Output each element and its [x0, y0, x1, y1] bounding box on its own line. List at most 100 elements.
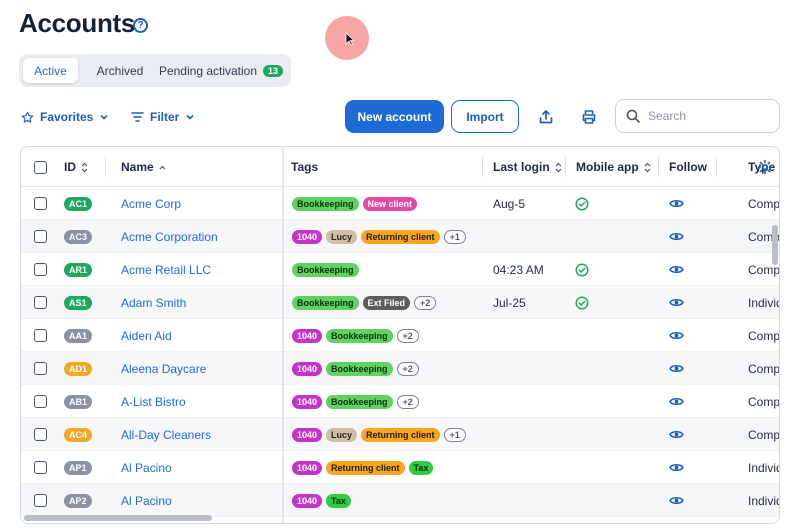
last-login-cell: Jul-25: [493, 295, 526, 310]
search-input[interactable]: [648, 109, 768, 123]
horizontal-scrollbar[interactable]: [21, 513, 771, 523]
more-tags-badge[interactable]: +1: [443, 427, 466, 442]
eye-icon[interactable]: [669, 187, 684, 220]
tag-badge: Ext Filed: [362, 295, 411, 310]
eye-icon[interactable]: [669, 253, 684, 286]
more-tags-badge[interactable]: +2: [396, 328, 419, 343]
table-row[interactable]: AR1 Acme Retail LLC Bookkeeping 04:23 AM: [21, 253, 779, 286]
table-row[interactable]: AP2 Al Pacino 1040 Tax: [21, 484, 779, 517]
gear-icon[interactable]: [757, 159, 773, 175]
row-select-cell: [34, 319, 47, 352]
horizontal-scroll-thumb[interactable]: [24, 515, 212, 521]
row-checkbox[interactable]: [34, 230, 47, 243]
more-tags-badge[interactable]: +2: [396, 361, 419, 376]
account-name-link[interactable]: Aiden Aid: [121, 328, 172, 343]
table-row[interactable]: AB1 A-List Bistro 1040 Bookkeeping +2: [21, 385, 779, 418]
row-checkbox[interactable]: [34, 329, 47, 342]
more-tags-badge[interactable]: +2: [396, 394, 419, 409]
account-name-link[interactable]: Al Pacino: [121, 493, 172, 508]
id-cell: AC4: [64, 418, 93, 451]
account-name-link[interactable]: Adam Smith: [121, 295, 187, 310]
frozen-column-divider: [282, 147, 284, 523]
more-tags-badge[interactable]: +2: [414, 295, 437, 310]
account-name-link[interactable]: Al Pacino: [121, 460, 172, 475]
eye-icon[interactable]: [669, 418, 684, 451]
row-checkbox[interactable]: [34, 395, 47, 408]
table-row[interactable]: AD1 Aleena Daycare 1040 Bookkeeping +2: [21, 352, 779, 385]
account-name-link[interactable]: Aleena Daycare: [121, 361, 207, 376]
tab-label: Pending activation: [158, 63, 258, 78]
column-divider[interactable]: [105, 157, 106, 177]
account-name-link[interactable]: Acme Corporation: [121, 229, 218, 244]
tag-badge: Lucy: [326, 229, 358, 244]
filter-dropdown[interactable]: Filter: [131, 108, 195, 126]
search-box[interactable]: [615, 99, 780, 133]
id-cell: AC3: [64, 220, 93, 253]
row-checkbox[interactable]: [34, 428, 47, 441]
tab-label: Active: [34, 63, 67, 78]
eye-icon[interactable]: [669, 385, 684, 418]
row-checkbox[interactable]: [34, 263, 47, 276]
column-label: Mobile app: [576, 160, 639, 174]
more-tags-badge[interactable]: +1: [443, 229, 466, 244]
table-row[interactable]: AC4 All-Day Cleaners 1040 Lucy Returning cli…: [21, 418, 779, 451]
account-name-link[interactable]: Acme Corp: [121, 196, 182, 211]
column-label: Follow: [669, 160, 707, 174]
row-checkbox[interactable]: [34, 197, 47, 210]
table-row[interactable]: AC1 Acme Corp Bookkeeping New client Aug-5: [21, 187, 779, 220]
id-cell: AP1: [64, 451, 92, 484]
column-header-last-login[interactable]: Last login: [493, 147, 562, 187]
tags-cell: Bookkeeping New client: [292, 187, 418, 220]
eye-icon[interactable]: [669, 286, 684, 319]
tab-active[interactable]: Active: [23, 58, 78, 83]
column-divider[interactable]: [658, 157, 659, 177]
row-checkbox[interactable]: [34, 461, 47, 474]
status-tabs: Active Archived Pending activation 13: [19, 54, 291, 87]
column-header-id[interactable]: ID: [64, 147, 88, 187]
table-row[interactable]: AC3 Acme Corporation 1040 Lucy Returning cli…: [21, 220, 779, 253]
column-label: ID: [64, 160, 76, 174]
tag-badge: Tax: [326, 493, 351, 508]
eye-icon[interactable]: [669, 319, 684, 352]
row-checkbox[interactable]: [34, 494, 47, 507]
column-divider[interactable]: [565, 157, 566, 177]
column-label: Last login: [493, 160, 550, 174]
account-name-link[interactable]: Acme Retail LLC: [121, 262, 212, 277]
tags-cell: Bookkeeping Ext Filed +2: [292, 286, 437, 319]
table-row[interactable]: AS1 Adam Smith Bookkeeping Ext Filed +2 Jul-2…: [21, 286, 779, 319]
account-name-link[interactable]: A-List Bistro: [121, 394, 186, 409]
row-select-cell: [34, 187, 47, 220]
column-divider[interactable]: [716, 157, 717, 177]
vertical-scrollbar[interactable]: [771, 187, 779, 522]
import-button[interactable]: Import: [451, 100, 519, 133]
last-login-cell: 04:23 AM: [493, 262, 544, 277]
vertical-scroll-thumb[interactable]: [772, 225, 778, 265]
eye-icon[interactable]: [669, 220, 684, 253]
tag-badge: 1040: [292, 493, 323, 508]
select-all-checkbox[interactable]: [34, 160, 47, 174]
export-icon[interactable]: [536, 107, 556, 127]
new-account-button[interactable]: New account: [345, 100, 444, 133]
eye-icon[interactable]: [669, 352, 684, 385]
column-header-name[interactable]: Name: [121, 147, 166, 187]
row-checkbox[interactable]: [34, 296, 47, 309]
column-divider[interactable]: [482, 157, 483, 177]
table-row[interactable]: AA1 Aiden Aid 1040 Bookkeeping +2: [21, 319, 779, 352]
table-row[interactable]: AP1 Al Pacino 1040 Returning client Tax: [21, 451, 779, 484]
chevron-down-icon: [186, 114, 194, 120]
help-icon[interactable]: ?: [133, 18, 148, 33]
select-all-cell: [34, 147, 47, 187]
tag-badge: Bookkeeping: [292, 196, 359, 211]
row-checkbox[interactable]: [34, 362, 47, 375]
print-icon[interactable]: [579, 107, 599, 127]
accounts-table: ID Name Tags Last login Mobile app Follo…: [20, 146, 780, 524]
column-header-follow[interactable]: Follow: [669, 147, 707, 187]
column-header-tags[interactable]: Tags: [291, 147, 318, 187]
tab-archived[interactable]: Archived: [82, 58, 158, 83]
tab-pending-activation[interactable]: Pending activation 13: [155, 58, 287, 83]
eye-icon[interactable]: [669, 451, 684, 484]
account-name-link[interactable]: All-Day Cleaners: [121, 427, 212, 442]
favorites-dropdown[interactable]: Favorites: [21, 108, 109, 126]
eye-icon[interactable]: [669, 484, 684, 517]
column-header-mobile-app[interactable]: Mobile app: [576, 147, 651, 187]
